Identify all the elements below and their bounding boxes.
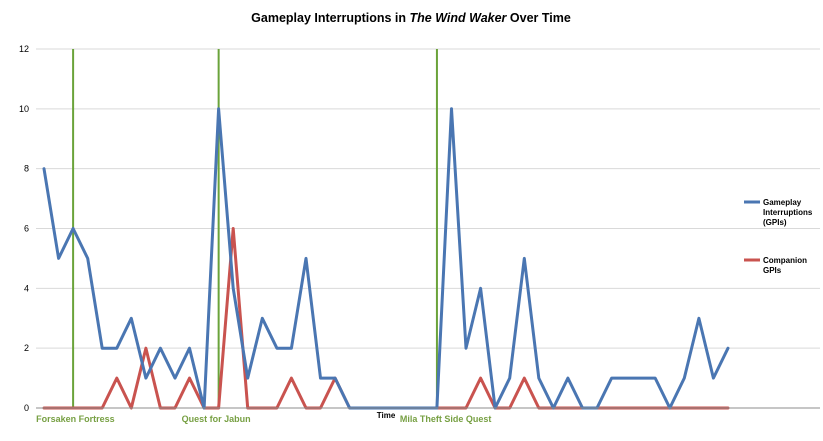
series-line-1: [42, 227, 730, 410]
chart-title: Gameplay Interruptions in The Wind Waker…: [251, 11, 571, 25]
y-tick-label: 8: [24, 164, 29, 174]
y-tick-label: 2: [24, 343, 29, 353]
y-tick-label: 0: [24, 403, 29, 413]
y-tick-labels: 0 2 4 6 8 10 12: [19, 44, 29, 413]
x-axis-label: Time: [377, 411, 396, 420]
title-prefix: Gameplay Interruptions in: [251, 11, 409, 25]
legend-entry: (GPIs): [763, 218, 787, 227]
legend-entry: Interruptions: [763, 208, 813, 217]
y-tick-label: 12: [19, 44, 29, 54]
y-tick-label: 4: [24, 283, 29, 293]
y-tick-label: 6: [24, 224, 29, 234]
event-marker-labels: Forsaken Fortress Quest for Jabun Mila The…: [36, 414, 491, 424]
event-marker-label: Quest for Jabun: [182, 414, 251, 424]
legend-entry: Companion: [763, 256, 807, 265]
legend-entry: GPIs: [763, 266, 782, 275]
event-marker-label: Mila Theft Side Quest: [400, 414, 492, 424]
series-lines: [42, 107, 730, 410]
title-suffix: Over Time: [506, 11, 570, 25]
legend-entry: Gameplay: [763, 198, 802, 207]
grid-lines: [36, 48, 820, 349]
title-italic: The Wind Waker: [410, 11, 508, 25]
y-tick-label: 10: [19, 104, 29, 114]
series-line-0: [42, 107, 730, 410]
event-marker-label: Forsaken Fortress: [36, 414, 115, 424]
